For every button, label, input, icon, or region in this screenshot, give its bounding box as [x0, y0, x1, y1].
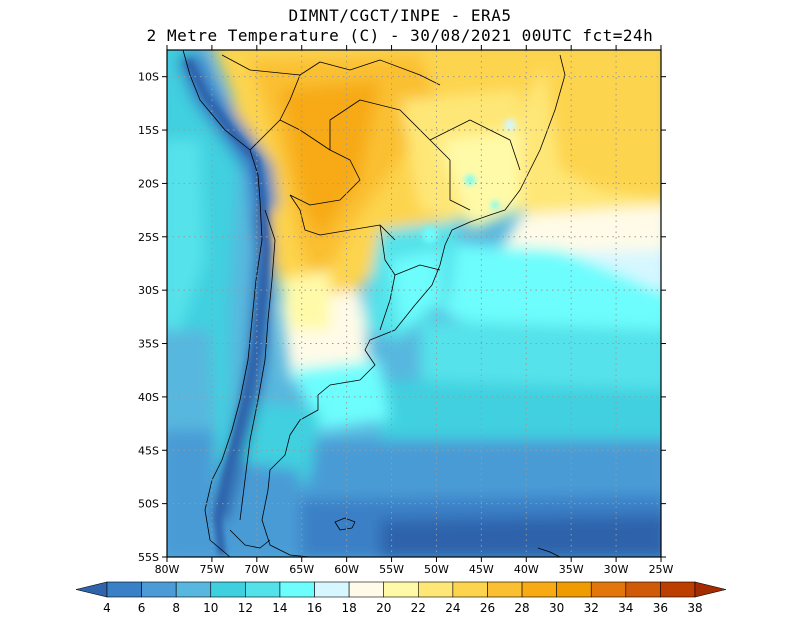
- colorbar-high-triangle: [694, 581, 727, 598]
- colorbar-label: 4: [103, 601, 111, 615]
- graticule: [167, 50, 661, 557]
- lat-tick-label: 25S: [138, 231, 159, 244]
- colorbar-label: 34: [618, 601, 633, 615]
- temperature-field: [167, 50, 661, 557]
- lon-tick-label: 80W: [155, 563, 180, 576]
- lat-tick-label: 15S: [138, 124, 159, 137]
- lon-tick-label: 75W: [199, 563, 224, 576]
- lon-tick-label: 30W: [604, 563, 629, 576]
- lon-tick-label: 45W: [469, 563, 494, 576]
- map-title: DIMNT/CGCT/INPE - ERA5: [288, 6, 512, 25]
- colorbar-label: 22: [411, 601, 426, 615]
- colorbar-swatch: [141, 581, 177, 598]
- lon-tick-label: 55W: [379, 563, 404, 576]
- lon-tick-label: 25W: [649, 563, 674, 576]
- lon-tick-label: 50W: [424, 563, 449, 576]
- colorbar-swatch: [417, 581, 454, 598]
- lat-tick-label: 30S: [138, 284, 159, 297]
- lat-tick-label: 50S: [138, 498, 159, 511]
- colorbar-swatch: [279, 581, 315, 598]
- latitude-labels: 10S 15S 20S 25S 30S 35S 40S 45S 50S 55S: [138, 71, 159, 564]
- colorbar-swatch: [106, 581, 142, 598]
- colorbar-label: 24: [445, 601, 460, 615]
- lat-tick-label: 20S: [138, 177, 159, 190]
- lon-tick-label: 40W: [514, 563, 539, 576]
- lon-tick-label: 35W: [559, 563, 584, 576]
- axis-ticks: [162, 45, 666, 562]
- map-subtitle: 2 Metre Temperature (C) - 30/08/2021 00U…: [146, 26, 654, 45]
- coastlines-borders: [182, 50, 566, 557]
- colorbar-label: 16: [307, 601, 322, 615]
- colorbar-swatch: [452, 581, 488, 598]
- colorbar-swatch: [487, 581, 523, 598]
- colorbar-label: 26: [480, 601, 495, 615]
- map-frame: [166, 49, 662, 558]
- colorbar-swatch: [625, 581, 661, 598]
- colorbar-label: 6: [138, 601, 146, 615]
- colorbar-swatch: [314, 581, 350, 598]
- colorbar-label: 18: [341, 601, 356, 615]
- colorbar-swatch: [556, 581, 592, 598]
- colorbar-label: 32: [584, 601, 599, 615]
- colorbar-label: 14: [272, 601, 287, 615]
- colorbar-label: 10: [203, 601, 218, 615]
- colorbar-label: 20: [376, 601, 391, 615]
- lat-tick-label: 45S: [138, 444, 159, 457]
- colorbar: 4 6 8 10 12 14 16 18 20 22 24 26 28 30 32 34 36 38: [75, 581, 727, 615]
- colorbar-swatch: [175, 581, 212, 598]
- colorbar-low-triangle: [75, 581, 108, 598]
- lat-tick-label: 35S: [138, 338, 159, 351]
- colorbar-swatch: [383, 581, 419, 598]
- colorbar-label: 36: [653, 601, 668, 615]
- colorbar-swatch: [348, 581, 385, 598]
- colorbar-swatch: [660, 581, 696, 598]
- lat-tick-label: 55S: [138, 551, 159, 564]
- colorbar-label: 38: [687, 601, 702, 615]
- lon-tick-label: 70W: [244, 563, 269, 576]
- colorbar-label: 8: [172, 601, 180, 615]
- colorbar-label: 12: [238, 601, 253, 615]
- lon-tick-label: 60W: [334, 563, 359, 576]
- colorbar-swatch: [590, 581, 627, 598]
- colorbar-label: 30: [549, 601, 564, 615]
- longitude-labels: 80W 75W 70W 65W 60W 55W 50W 45W 40W 35W 30W 25W: [155, 563, 674, 576]
- colorbar-swatch: [521, 581, 557, 598]
- colorbar-swatch: [210, 581, 246, 598]
- lat-tick-label: 40S: [138, 391, 159, 404]
- colorbar-label: 28: [514, 601, 529, 615]
- lon-tick-label: 65W: [289, 563, 314, 576]
- colorbar-swatch: [245, 581, 281, 598]
- lat-tick-label: 10S: [138, 71, 159, 84]
